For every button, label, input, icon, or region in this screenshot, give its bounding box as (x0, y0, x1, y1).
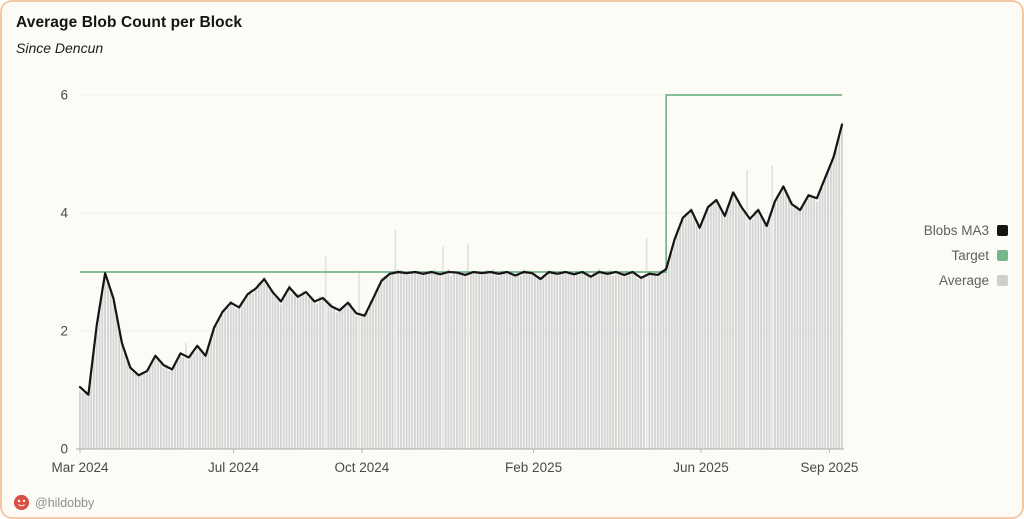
legend-item-target[interactable]: Target (951, 248, 1008, 263)
svg-text:Sep 2025: Sep 2025 (801, 460, 859, 475)
svg-text:2: 2 (60, 324, 68, 339)
legend-label-target: Target (951, 248, 989, 263)
svg-text:4: 4 (60, 206, 68, 221)
legend-swatch-blobs-ma3-icon (997, 225, 1008, 236)
chart-legend: Blobs MA3 Target Average (924, 223, 1008, 288)
author-attribution: @hildobby (14, 495, 94, 510)
svg-text:Feb 2025: Feb 2025 (505, 460, 562, 475)
title-block: Average Blob Count per Block Since Dencu… (16, 14, 242, 56)
svg-text:Jun 2025: Jun 2025 (673, 460, 729, 475)
svg-text:Mar 2024: Mar 2024 (51, 460, 109, 475)
svg-text:Jul 2024: Jul 2024 (208, 460, 260, 475)
page-subtitle: Since Dencun (16, 40, 104, 56)
legend-label-blobs-ma3: Blobs MA3 (923, 223, 989, 238)
legend-label-average: Average (938, 273, 989, 288)
page-title: Average Blob Count per Block (16, 14, 243, 31)
legend-swatch-average-icon (997, 275, 1008, 286)
legend-item-average[interactable]: Average (939, 273, 1008, 288)
legend-item-blobs-ma3[interactable]: Blobs MA3 (924, 223, 1008, 238)
svg-text:6: 6 (60, 88, 68, 103)
svg-text:0: 0 (60, 442, 68, 457)
legend-swatch-target-icon (997, 250, 1008, 261)
author-avatar-icon (14, 495, 29, 510)
svg-text:Oct 2024: Oct 2024 (335, 460, 390, 475)
author-handle: @hildobby (35, 495, 95, 510)
